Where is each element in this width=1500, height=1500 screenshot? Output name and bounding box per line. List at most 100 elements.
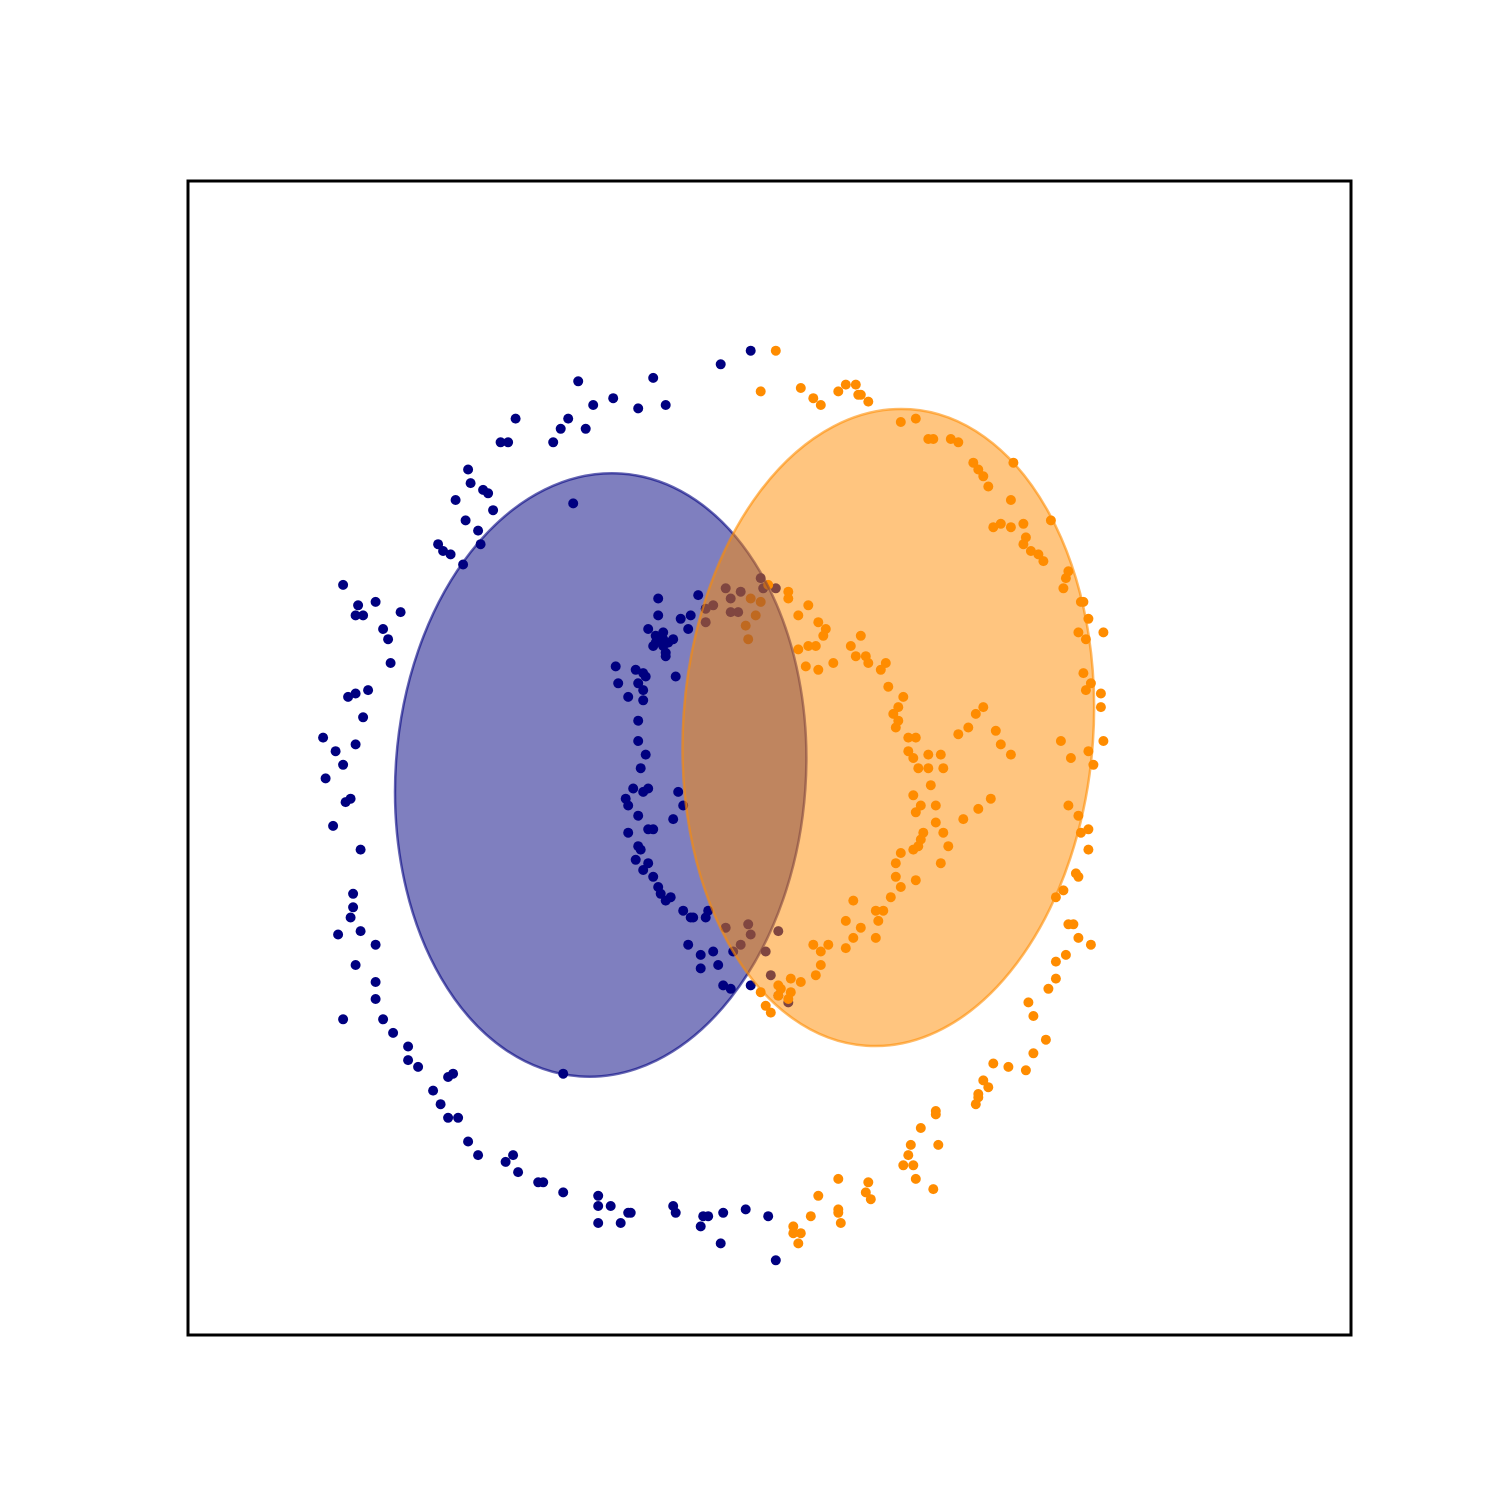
data-point-series-1 — [813, 1190, 824, 1201]
data-point-series-0 — [438, 546, 449, 556]
data-point-series-1 — [1050, 973, 1061, 984]
data-point-series-0 — [703, 1211, 714, 1222]
data-point-series-0 — [428, 1085, 439, 1096]
data-point-series-1 — [933, 1139, 944, 1150]
data-point-series-1 — [765, 1007, 776, 1018]
data-point-series-0 — [548, 437, 559, 448]
data-point-series-1 — [1073, 871, 1084, 882]
data-point-series-1 — [850, 379, 861, 390]
data-point-series-0 — [328, 820, 339, 831]
data-point-series-0 — [508, 1150, 519, 1161]
data-point-series-1 — [815, 400, 826, 410]
data-point-series-0 — [495, 437, 506, 448]
data-point-series-1 — [755, 386, 766, 397]
data-point-series-0 — [555, 423, 566, 434]
data-point-series-0 — [450, 495, 461, 505]
data-point-series-0 — [473, 1150, 484, 1161]
data-point-series-1 — [930, 1109, 941, 1120]
data-point-series-1 — [1050, 956, 1061, 967]
data-point-series-1 — [833, 386, 844, 397]
data-point-series-0 — [538, 1177, 549, 1188]
data-point-series-0 — [445, 549, 456, 560]
data-point-series-0 — [625, 1207, 636, 1218]
data-point-series-1 — [793, 1238, 804, 1249]
data-point-series-1 — [1095, 702, 1106, 713]
data-point-series-0 — [745, 345, 756, 356]
data-point-series-0 — [500, 1156, 511, 1167]
data-point-series-0 — [358, 712, 369, 723]
data-point-series-0 — [345, 793, 356, 804]
data-point-series-0 — [715, 1238, 726, 1249]
data-point-series-0 — [605, 1201, 616, 1211]
data-point-series-0 — [558, 1187, 569, 1198]
data-point-series-0 — [350, 610, 361, 621]
data-point-series-1 — [1023, 997, 1034, 1008]
data-point-series-1 — [1085, 939, 1096, 950]
data-point-series-0 — [330, 746, 341, 757]
data-point-series-0 — [355, 926, 366, 937]
data-point-series-0 — [388, 1027, 399, 1038]
data-point-series-1 — [1060, 949, 1071, 960]
data-point-series-0 — [770, 1255, 781, 1266]
data-point-series-0 — [503, 437, 514, 448]
data-point-series-0 — [350, 688, 361, 699]
data-point-series-1 — [833, 1207, 844, 1218]
data-point-series-1 — [915, 1123, 926, 1133]
data-point-series-0 — [370, 977, 381, 987]
data-point-series-0 — [350, 739, 361, 750]
data-point-series-1 — [988, 1058, 999, 1069]
plot-area-frame — [186, 179, 1353, 1337]
data-point-series-1 — [1068, 919, 1079, 930]
data-point-series-0 — [453, 1112, 464, 1123]
data-point-series-0 — [463, 464, 474, 475]
data-point-series-1 — [770, 345, 781, 356]
data-point-series-1 — [973, 1089, 984, 1099]
data-point-series-1 — [905, 1139, 916, 1150]
data-point-series-0 — [763, 1211, 774, 1222]
data-point-series-0 — [343, 691, 354, 702]
data-point-series-1 — [910, 1173, 921, 1184]
data-point-series-1 — [833, 1173, 844, 1184]
data-point-series-1 — [1028, 1011, 1039, 1021]
data-point-series-1 — [1083, 824, 1094, 835]
data-point-series-0 — [633, 403, 644, 414]
data-point-series-1 — [978, 1075, 989, 1086]
data-point-series-1 — [863, 396, 874, 407]
data-point-series-0 — [593, 1218, 604, 1228]
data-point-series-0 — [510, 413, 521, 424]
data-point-series-0 — [383, 634, 394, 645]
data-point-series-0 — [483, 488, 494, 499]
data-point-series-0 — [740, 1204, 751, 1215]
data-point-series-0 — [648, 372, 659, 383]
data-point-series-0 — [378, 1014, 389, 1025]
data-point-series-0 — [403, 1055, 414, 1066]
data-point-series-0 — [608, 393, 619, 404]
data-point-series-0 — [463, 1136, 474, 1147]
data-point-series-0 — [320, 773, 331, 784]
gaussian-ellipse-series-1 — [681, 407, 1096, 1048]
data-point-series-1 — [1043, 983, 1054, 994]
data-point-series-0 — [563, 413, 574, 424]
data-point-series-1 — [863, 1177, 874, 1188]
data-point-series-1 — [1083, 844, 1094, 855]
data-point-series-0 — [460, 515, 471, 526]
data-point-series-1 — [903, 1150, 914, 1161]
data-point-series-1 — [805, 1211, 816, 1222]
data-point-series-0 — [588, 400, 599, 410]
data-point-series-0 — [338, 1014, 349, 1025]
data-point-series-0 — [338, 579, 349, 590]
data-point-series-1 — [788, 1228, 799, 1239]
data-point-series-1 — [1073, 932, 1084, 943]
data-point-series-0 — [403, 1041, 414, 1052]
data-point-series-0 — [355, 844, 366, 855]
data-point-series-0 — [348, 902, 359, 913]
data-point-series-0 — [718, 1207, 729, 1218]
data-point-series-1 — [1058, 885, 1069, 896]
data-point-series-1 — [1003, 1061, 1014, 1072]
data-point-series-0 — [513, 1167, 524, 1178]
data-point-series-1 — [865, 1194, 876, 1205]
data-point-series-0 — [370, 596, 381, 607]
data-point-series-0 — [488, 505, 499, 516]
data-point-series-0 — [370, 994, 381, 1004]
